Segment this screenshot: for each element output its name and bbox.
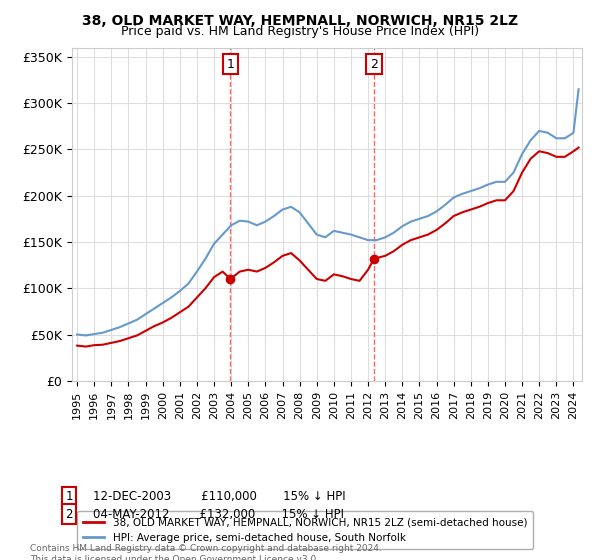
Text: 12-DEC-2003        £110,000       15% ↓ HPI: 12-DEC-2003 £110,000 15% ↓ HPI bbox=[93, 490, 346, 503]
Text: 1: 1 bbox=[227, 58, 235, 71]
Text: 1: 1 bbox=[65, 490, 73, 503]
Text: 38, OLD MARKET WAY, HEMPNALL, NORWICH, NR15 2LZ: 38, OLD MARKET WAY, HEMPNALL, NORWICH, N… bbox=[82, 14, 518, 28]
Text: Contains HM Land Registry data © Crown copyright and database right 2024.
This d: Contains HM Land Registry data © Crown c… bbox=[30, 544, 382, 560]
Text: 04-MAY-2012        £132,000       15% ↓ HPI: 04-MAY-2012 £132,000 15% ↓ HPI bbox=[93, 507, 344, 521]
Text: 2: 2 bbox=[370, 58, 378, 71]
Text: Price paid vs. HM Land Registry's House Price Index (HPI): Price paid vs. HM Land Registry's House … bbox=[121, 25, 479, 38]
Text: 2: 2 bbox=[65, 507, 73, 521]
Legend: 38, OLD MARKET WAY, HEMPNALL, NORWICH, NR15 2LZ (semi-detached house), HPI: Aver: 38, OLD MARKET WAY, HEMPNALL, NORWICH, N… bbox=[77, 511, 533, 549]
